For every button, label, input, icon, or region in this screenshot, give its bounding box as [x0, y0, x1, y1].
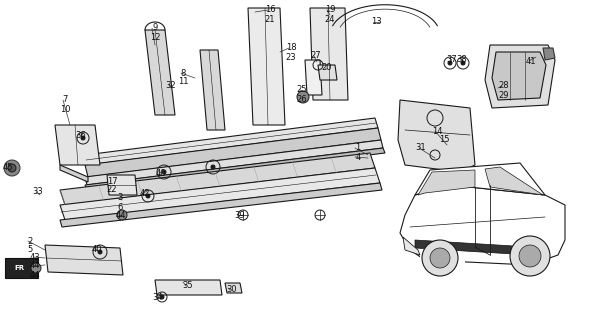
Circle shape	[81, 136, 85, 140]
Text: 14: 14	[432, 126, 442, 135]
Text: 4: 4	[355, 153, 360, 162]
Circle shape	[430, 248, 450, 268]
Circle shape	[211, 165, 215, 169]
Text: 36: 36	[75, 131, 87, 140]
Text: 16: 16	[264, 5, 275, 14]
Text: 40: 40	[92, 244, 102, 253]
Text: 41: 41	[526, 57, 536, 66]
Text: 30: 30	[227, 285, 237, 294]
Circle shape	[162, 170, 166, 174]
Text: 2: 2	[27, 236, 32, 245]
Text: 42: 42	[140, 189, 150, 198]
Circle shape	[31, 263, 41, 273]
Polygon shape	[420, 250, 465, 265]
Text: 37: 37	[446, 55, 458, 65]
Circle shape	[510, 236, 550, 276]
Circle shape	[422, 240, 458, 276]
Polygon shape	[310, 8, 348, 100]
Text: 20: 20	[322, 63, 332, 73]
Polygon shape	[305, 60, 322, 95]
Polygon shape	[85, 140, 383, 185]
Polygon shape	[418, 170, 475, 195]
Text: 28: 28	[499, 82, 509, 91]
Polygon shape	[60, 168, 380, 220]
Text: FR: FR	[14, 265, 24, 271]
Text: 44: 44	[116, 211, 126, 220]
Text: 5: 5	[27, 245, 32, 254]
Circle shape	[160, 295, 164, 299]
Polygon shape	[403, 237, 420, 255]
Text: 35: 35	[183, 282, 193, 291]
Text: 27: 27	[310, 52, 322, 60]
Polygon shape	[415, 240, 530, 255]
Polygon shape	[60, 153, 375, 205]
Polygon shape	[85, 118, 378, 165]
Text: 13: 13	[370, 18, 381, 27]
Circle shape	[448, 61, 452, 65]
Polygon shape	[485, 45, 555, 108]
Text: 40: 40	[155, 169, 166, 178]
Polygon shape	[200, 50, 225, 130]
Circle shape	[8, 164, 16, 172]
Polygon shape	[485, 167, 543, 195]
Polygon shape	[318, 65, 337, 80]
Text: 21: 21	[264, 14, 275, 23]
Text: 17: 17	[107, 177, 117, 186]
Text: 38: 38	[456, 55, 468, 65]
Circle shape	[117, 210, 127, 220]
Polygon shape	[398, 100, 475, 172]
Polygon shape	[107, 175, 137, 195]
Polygon shape	[400, 185, 565, 265]
Text: 26: 26	[297, 94, 307, 103]
Text: 22: 22	[107, 186, 117, 195]
Text: 9: 9	[153, 23, 158, 33]
Text: 45: 45	[3, 164, 13, 172]
Polygon shape	[85, 148, 385, 190]
Polygon shape	[5, 258, 38, 278]
Polygon shape	[60, 183, 382, 227]
Text: 39: 39	[234, 211, 245, 220]
Text: 18: 18	[286, 44, 296, 52]
Text: 43: 43	[29, 252, 40, 261]
Text: 44: 44	[30, 270, 40, 279]
Text: 15: 15	[439, 135, 449, 145]
Text: 8: 8	[180, 68, 186, 77]
Polygon shape	[492, 52, 546, 100]
Text: 11: 11	[178, 77, 188, 86]
Text: 24: 24	[325, 14, 335, 23]
Polygon shape	[415, 163, 545, 195]
Text: 7: 7	[62, 95, 68, 105]
Circle shape	[98, 250, 102, 254]
Polygon shape	[145, 30, 175, 115]
Circle shape	[4, 160, 20, 176]
Circle shape	[146, 194, 150, 198]
Polygon shape	[55, 125, 100, 165]
Polygon shape	[60, 165, 88, 182]
Polygon shape	[45, 245, 123, 275]
Text: 31: 31	[416, 143, 426, 153]
Circle shape	[519, 245, 541, 267]
Text: 23: 23	[286, 52, 296, 61]
Text: 12: 12	[150, 33, 160, 42]
Polygon shape	[155, 280, 222, 295]
Text: 44: 44	[30, 261, 40, 270]
Text: 25: 25	[297, 85, 307, 94]
Polygon shape	[543, 48, 555, 60]
Polygon shape	[225, 283, 242, 293]
Text: 32: 32	[166, 81, 176, 90]
Text: 33: 33	[32, 188, 44, 196]
Text: 1: 1	[355, 143, 360, 153]
Text: 6: 6	[117, 203, 123, 212]
Circle shape	[297, 91, 309, 103]
Text: 34: 34	[153, 293, 163, 302]
Polygon shape	[85, 128, 381, 177]
Circle shape	[461, 61, 465, 65]
Text: 29: 29	[499, 91, 509, 100]
Text: 3: 3	[117, 194, 123, 203]
Text: 19: 19	[325, 5, 335, 14]
Polygon shape	[248, 8, 285, 125]
Text: 10: 10	[59, 105, 70, 114]
